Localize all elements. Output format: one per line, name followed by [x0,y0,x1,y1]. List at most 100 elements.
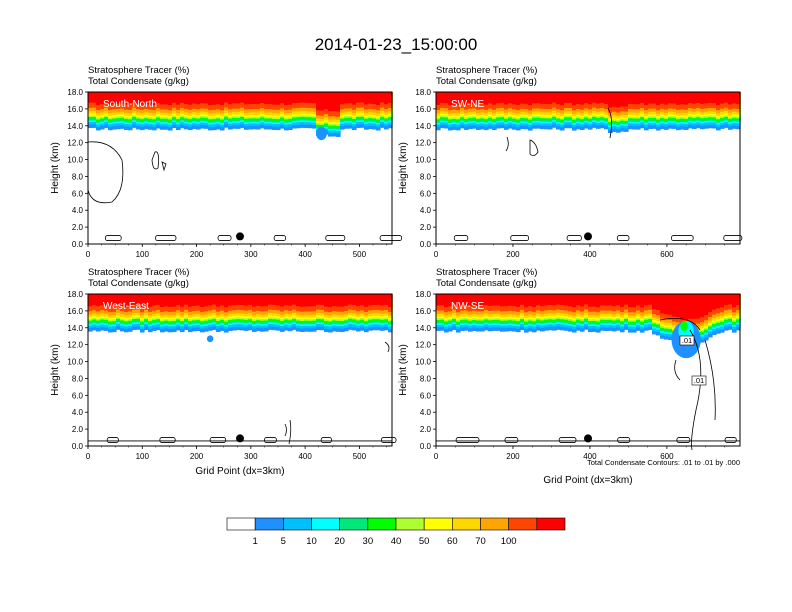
contour-label-box [691,375,707,386]
tracer-cell [180,92,185,103]
tracer-cell [148,294,153,307]
panel-title-tracer: Stratosphere Tracer (%) [88,267,189,278]
tracer-cell [372,92,377,105]
x-tick-label: 600 [660,452,674,461]
contour-line [273,235,287,241]
tracer-cell [328,92,333,112]
colorbar-label: 60 [447,536,458,547]
x-tick-label: 400 [583,452,597,461]
tracer-cell [368,92,373,104]
tracer-cell [500,294,505,307]
x-tick-label: 100 [136,452,150,461]
tracer-cell [616,294,621,306]
y-tick-label: 4.0 [420,206,432,215]
panels: Stratosphere Tracer (%) Total Condensate … [50,65,743,486]
location-marker [584,232,592,241]
tracer-cell [608,294,613,306]
tracer-cell [668,294,673,315]
contour-line [607,107,612,139]
tracer-cell [452,294,457,305]
tracer-cell [292,92,297,104]
y-tick-label: 16.0 [415,307,431,316]
tracer-cell [232,294,237,306]
tracer-cell [732,92,737,104]
tracer-cell [436,294,441,306]
panel-south-north: Stratosphere Tracer (%)Total Condensate … [50,65,402,259]
tracer-cell [644,294,649,306]
tracer-cell [468,92,473,104]
x-tick-label: 200 [506,452,520,461]
tracer-cell [472,294,477,306]
tracer-cell [692,92,697,104]
tracer-cell [224,294,229,308]
tracer-cell [288,294,293,306]
contour-line [566,235,582,241]
tracer-cell [468,294,473,307]
contour-line [217,235,232,241]
tracer-cell [172,294,177,307]
tracer-cell [544,92,549,104]
tracer-cell [672,294,677,317]
contour-line [558,437,577,443]
y-tick-label: 6.0 [420,391,432,400]
tracer-cell [108,92,113,105]
tracer-cell [528,294,533,307]
tracer-field [88,294,393,343]
tracer-field [88,92,393,141]
tracer-cell [104,92,109,103]
colorbar-swatch [283,517,312,531]
tracer-cell [112,294,117,307]
tracer-cell [244,92,249,105]
tracer-cell [236,92,241,104]
tracer-cell [576,294,581,306]
contour-note: Total Condensate Contours: .01 to .01 by… [587,458,740,467]
tracer-cell [692,294,697,319]
tracer-cell [364,92,369,105]
tracer-cell [588,92,593,105]
tracer-cell [536,294,541,306]
tracer-cell [132,294,137,305]
tracer-cell [480,294,485,307]
tracer-cell [652,294,657,310]
tracer-cell [240,92,245,103]
tracer-cell [280,294,285,307]
contour-line [723,235,743,241]
colorbar-swatch [508,517,538,531]
tracer-cell [156,92,161,104]
tracer-cell [572,92,577,106]
colorbar-swatch [480,517,509,531]
y-tick-label: 10.0 [415,358,431,367]
tracer-cell [336,92,341,112]
tracer-cell [676,294,681,318]
figure-title: 2014-01-23_15:00:00 [315,35,478,54]
tracer-cell [104,294,109,306]
tracer-cell [628,294,633,308]
tracer-cell [276,294,281,306]
tracer-cell [352,294,357,306]
tracer-cell [496,92,501,104]
tracer-cell [552,294,557,306]
tracer-cell [184,294,189,305]
tracer-cell [96,92,101,106]
tracer-cell [532,92,537,104]
contour-line [674,359,681,381]
panel-title-condensate: Total Condensate (g/kg) [88,76,189,87]
tracer-cell [120,92,125,104]
contour-line [161,161,167,172]
tracer-cell [248,92,253,105]
tracer-cell [660,294,665,314]
contour-line [724,437,737,443]
tracer-cell [204,92,209,104]
tracer-cell [712,92,717,104]
x-tick-label: 200 [506,250,520,259]
tracer-cell [612,92,617,107]
tracer-cell [368,294,373,306]
tracer-cell [492,92,497,105]
y-tick-label: 14.0 [415,324,431,333]
tracer-cell [720,92,725,104]
colorbar-swatch [423,517,453,531]
y-tick-label: 2.0 [72,223,84,232]
y-tick-label: 12.0 [415,139,431,148]
location-marker [236,434,244,443]
y-tick-label: 18.0 [67,88,83,97]
